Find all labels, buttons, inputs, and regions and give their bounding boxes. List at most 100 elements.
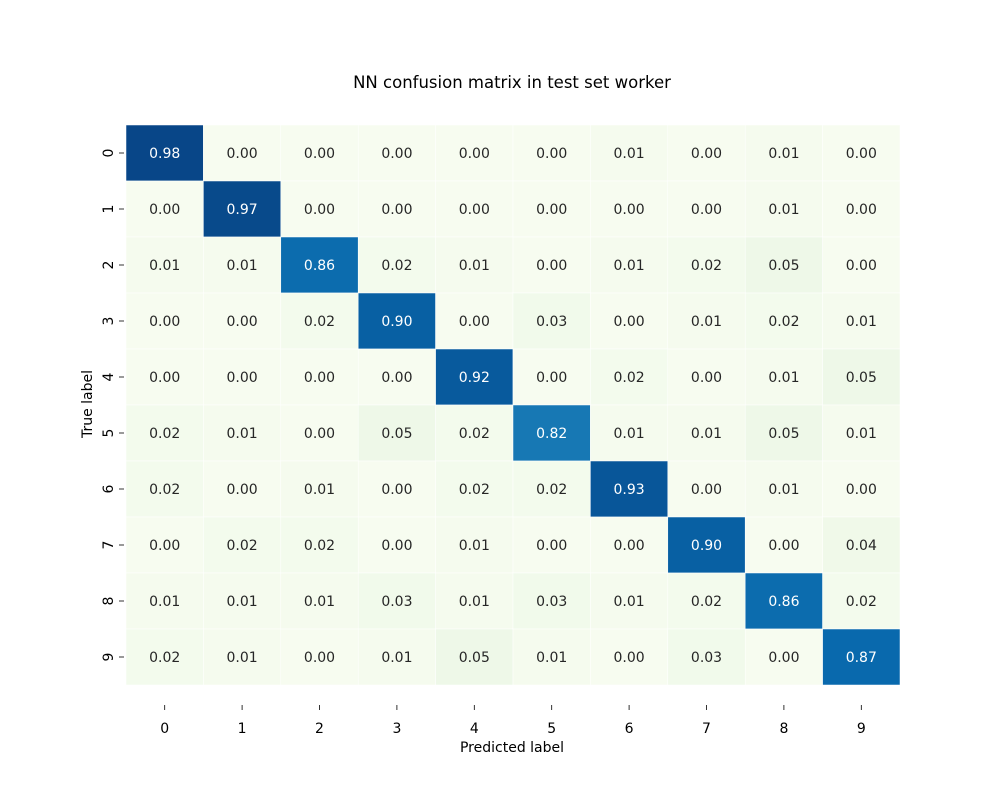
heatmap-cell <box>667 124 746 182</box>
heatmap-cell <box>667 236 746 294</box>
heatmap-cell <box>590 628 669 686</box>
heatmap-cell <box>203 236 282 294</box>
cell-value-label: 0.02 <box>381 258 412 274</box>
cell-value-label: 0.00 <box>846 482 877 498</box>
heatmap-cell <box>744 348 823 406</box>
heatmap-cell <box>125 572 204 630</box>
heatmap-cell <box>357 404 436 462</box>
cell-value-label: 0.00 <box>227 482 258 498</box>
heatmap-cell <box>667 628 746 686</box>
cell-value-label: 0.02 <box>846 594 877 610</box>
x-tick-label: 0 <box>160 721 169 737</box>
cell-value-label: 0.05 <box>381 426 412 442</box>
cell-value-label: 0.00 <box>768 538 799 554</box>
cell-value-label: 0.00 <box>691 202 722 218</box>
cell-value-label: 0.02 <box>149 426 180 442</box>
cell-value-label: 0.01 <box>227 594 258 610</box>
cell-value-label: 0.01 <box>459 594 490 610</box>
cell-value-label: 0.01 <box>768 146 799 162</box>
cell-value-label: 0.03 <box>381 594 412 610</box>
heatmap-cell <box>512 572 591 630</box>
heatmap-cell <box>590 348 669 406</box>
cell-value-label: 0.00 <box>304 426 335 442</box>
cell-value-label: 0.01 <box>768 370 799 386</box>
heatmap-cell <box>744 460 823 518</box>
heatmap-cell <box>280 404 359 462</box>
heatmap-cell <box>357 180 436 238</box>
heatmap-cell <box>280 124 359 182</box>
heatmap-cell <box>744 404 823 462</box>
heatmap-cell <box>280 236 359 294</box>
heatmap-cell <box>667 180 746 238</box>
cell-value-label: 0.01 <box>459 258 490 274</box>
cell-value-label: 0.00 <box>459 202 490 218</box>
heatmap-cell <box>590 180 669 238</box>
y-tick-label: 1 <box>101 205 117 214</box>
y-tick-label: 5 <box>101 429 117 438</box>
heatmap-cell <box>512 180 591 238</box>
heatmap-cell <box>125 516 204 574</box>
heatmap-cell <box>590 572 669 630</box>
cell-value-label: 0.02 <box>227 538 258 554</box>
heatmap-cells <box>125 124 901 686</box>
cell-value-label: 0.00 <box>614 314 645 330</box>
cell-value-label: 0.05 <box>459 650 490 666</box>
x-tick-label: 8 <box>779 721 788 737</box>
heatmap-cell <box>512 348 591 406</box>
cell-value-label: 0.01 <box>768 482 799 498</box>
cell-value-label: 0.00 <box>536 202 567 218</box>
heatmap-cell <box>357 460 436 518</box>
heatmap-cell <box>203 460 282 518</box>
cell-value-label: 0.00 <box>227 314 258 330</box>
heatmap-cell <box>744 628 823 686</box>
heatmap-cell <box>667 460 746 518</box>
heatmap-cell <box>435 572 514 630</box>
heatmap-cell <box>125 460 204 518</box>
cell-value-label: 0.00 <box>381 482 412 498</box>
cell-value-label: 0.00 <box>459 146 490 162</box>
cell-value-label: 0.00 <box>691 482 722 498</box>
cell-value-label: 0.05 <box>846 370 877 386</box>
heatmap-cell <box>512 516 591 574</box>
y-axis-ticks: 0 1 2 3 4 5 6 7 8 9 <box>101 149 124 661</box>
x-axis-label: Predicted label <box>460 740 564 756</box>
cell-value-label: 0.00 <box>846 258 877 274</box>
cell-value-label: 0.90 <box>381 314 412 330</box>
heatmap-cell <box>822 572 901 630</box>
cell-value-label: 0.00 <box>304 146 335 162</box>
cell-value-label: 0.01 <box>614 426 645 442</box>
x-tick-label: 7 <box>702 721 711 737</box>
heatmap-cell <box>822 180 901 238</box>
heatmap-cell <box>435 180 514 238</box>
cell-value-label: 0.00 <box>149 538 180 554</box>
heatmap-cell <box>744 292 823 350</box>
cell-value-label: 0.00 <box>614 650 645 666</box>
cell-value-label: 0.00 <box>227 370 258 386</box>
cell-value-label: 0.01 <box>227 258 258 274</box>
cell-value-label: 0.01 <box>536 650 567 666</box>
heatmap-cell <box>435 124 514 182</box>
cell-value-label: 0.05 <box>768 426 799 442</box>
heatmap-cell <box>667 348 746 406</box>
heatmap-cell <box>744 516 823 574</box>
heatmap-cell <box>667 516 746 574</box>
cell-value-label: 0.98 <box>149 146 180 162</box>
cell-value-label: 0.92 <box>459 370 490 386</box>
cell-value-label: 0.03 <box>691 650 722 666</box>
heatmap-cell <box>590 236 669 294</box>
heatmap-cell <box>203 516 282 574</box>
cell-value-label: 0.00 <box>768 650 799 666</box>
cell-value-label: 0.02 <box>459 426 490 442</box>
y-tick-label: 4 <box>101 372 117 381</box>
cell-value-label: 0.01 <box>691 314 722 330</box>
y-tick-label: 6 <box>101 484 117 493</box>
heatmap-cell <box>203 124 282 182</box>
cell-value-label: 0.00 <box>304 650 335 666</box>
heatmap-cell <box>357 124 436 182</box>
heatmap-cell <box>590 292 669 350</box>
y-tick-label: 3 <box>101 317 117 326</box>
heatmap-cell <box>822 628 901 686</box>
heatmap-cell-labels: 0.98 0.00 0.00 0.00 0.00 0.00 0.01 0.00 0.01 0.00… <box>149 146 877 666</box>
cell-value-label: 0.01 <box>227 426 258 442</box>
heatmap-cell <box>744 236 823 294</box>
